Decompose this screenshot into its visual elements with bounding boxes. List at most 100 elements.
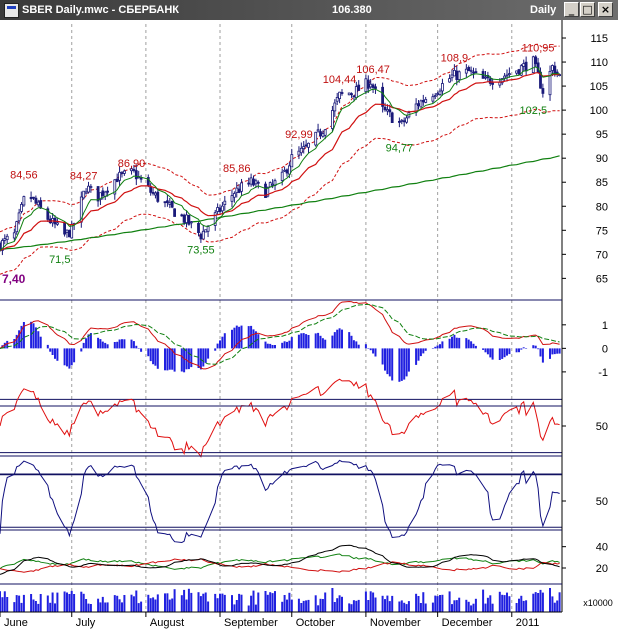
candle-body: [364, 78, 368, 93]
y-tick-label: 75: [596, 225, 608, 237]
volume-bar: [386, 595, 389, 612]
candle-body: [118, 171, 121, 181]
volume-bar: [240, 594, 243, 612]
macd-histogram-bar: [154, 348, 157, 366]
volume-bar: [484, 603, 487, 612]
volume-bar: [164, 593, 166, 612]
volume-bar: [156, 594, 159, 612]
volume-bar: [305, 600, 308, 612]
macd-histogram-bar: [470, 341, 473, 349]
candle-body: [551, 65, 554, 71]
candle-body: [268, 182, 272, 188]
macd-histogram-bar: [532, 345, 535, 349]
candle-body: [448, 78, 452, 83]
y-tick-label: 100: [590, 105, 608, 117]
macd-histogram-bar: [419, 348, 422, 357]
chart-app-icon[interactable]: [4, 3, 19, 18]
candle-body: [316, 129, 320, 132]
candle-body: [431, 96, 435, 102]
volume-bar: [190, 592, 193, 612]
candle-body: [106, 190, 109, 193]
macd-histogram-bar: [32, 323, 35, 349]
macd-histogram-bar: [101, 341, 104, 349]
macd-histogram-bar: [558, 348, 561, 354]
candle-body: [254, 180, 258, 185]
volume-bar: [297, 598, 300, 612]
volume-bar: [374, 597, 377, 612]
volume-bar: [202, 593, 205, 612]
candle-body: [340, 92, 344, 94]
candle-body: [182, 214, 186, 223]
volume-bar: [518, 598, 520, 612]
macd-histogram-bar: [439, 344, 441, 349]
adx-panel[interactable]: [0, 544, 560, 575]
volume-bar: [422, 592, 425, 612]
candle-body: [503, 75, 507, 79]
macd-histogram-bar: [63, 348, 66, 366]
macd-histogram-bar: [116, 341, 119, 349]
candle-body: [517, 69, 521, 75]
macd-histogram-bar: [458, 337, 461, 349]
candle-body: [354, 86, 358, 98]
volume-bar: [431, 602, 434, 612]
macd-panel[interactable]: [0, 300, 561, 382]
volume-bar: [314, 595, 317, 612]
volume-bar: [204, 592, 207, 612]
macd-histogram-bar: [472, 343, 475, 349]
candle-body: [421, 100, 425, 103]
volume-bar: [166, 593, 169, 612]
volume-bar: [70, 590, 73, 612]
volume-bar: [97, 598, 100, 612]
candle-body: [237, 188, 241, 193]
volume-bar: [439, 595, 441, 612]
candle-body: [467, 67, 471, 72]
macd-histogram-bar: [183, 348, 186, 373]
candle-body: [213, 212, 217, 226]
macd-histogram-bar: [338, 328, 341, 349]
stochastic-panel[interactable]: [0, 459, 562, 544]
macd-histogram-bar: [431, 348, 434, 349]
volume-bar: [46, 595, 49, 612]
candle-body: [189, 221, 193, 224]
macd-histogram-bar: [417, 348, 420, 361]
candle-body: [266, 187, 270, 197]
volume-panel[interactable]: [0, 588, 561, 612]
candle-body: [256, 181, 260, 184]
volume-bar: [82, 593, 85, 612]
volume-bar: [558, 592, 561, 612]
volume-bar: [216, 598, 219, 612]
volume-bar: [302, 600, 305, 612]
volume-bar: [233, 604, 236, 612]
volume-bar: [185, 599, 188, 612]
candle-body: [199, 233, 203, 240]
price-panel[interactable]: 7,40 84,56 71,5 84,27 86,90 73,55 85,86 92,99 10…: [0, 42, 561, 286]
candle-body: [374, 86, 377, 89]
candle-body: [436, 93, 440, 95]
plot-background: [0, 20, 562, 612]
candle-body: [249, 177, 253, 185]
ema-slow-line: [0, 72, 560, 252]
rsi-panel[interactable]: [0, 378, 562, 458]
volume-bar: [541, 592, 544, 612]
macd-histogram-bar: [400, 348, 403, 381]
maximize-button[interactable]: □: [580, 2, 595, 17]
adx-plus-di-line: [0, 553, 560, 570]
macd-histogram-bar: [34, 327, 37, 349]
volume-bar: [87, 603, 90, 612]
volume-bar: [403, 602, 406, 612]
candle-body: [491, 82, 495, 85]
minimize-button[interactable]: _: [564, 2, 579, 17]
chart-canvas[interactable]: 7,4084,5671,584,2786,9073,5585,8692,9910…: [0, 20, 618, 630]
volume-bar: [171, 598, 174, 612]
candle-body: [165, 200, 169, 204]
price-annotation-label: 104,44: [323, 74, 357, 86]
macd-histogram-bar: [369, 348, 372, 351]
macd-histogram-bar: [525, 348, 528, 349]
candle-body: [163, 201, 167, 204]
macd-histogram-bar: [556, 348, 559, 354]
macd-histogram-bar: [381, 348, 384, 365]
macd-histogram-bar: [216, 343, 219, 349]
title-bar: SBER Daily.mwc - СБЕРБАНК 106.380 Daily …: [0, 0, 618, 20]
close-button[interactable]: ×: [598, 2, 613, 17]
macd-histogram-bar: [518, 348, 520, 353]
